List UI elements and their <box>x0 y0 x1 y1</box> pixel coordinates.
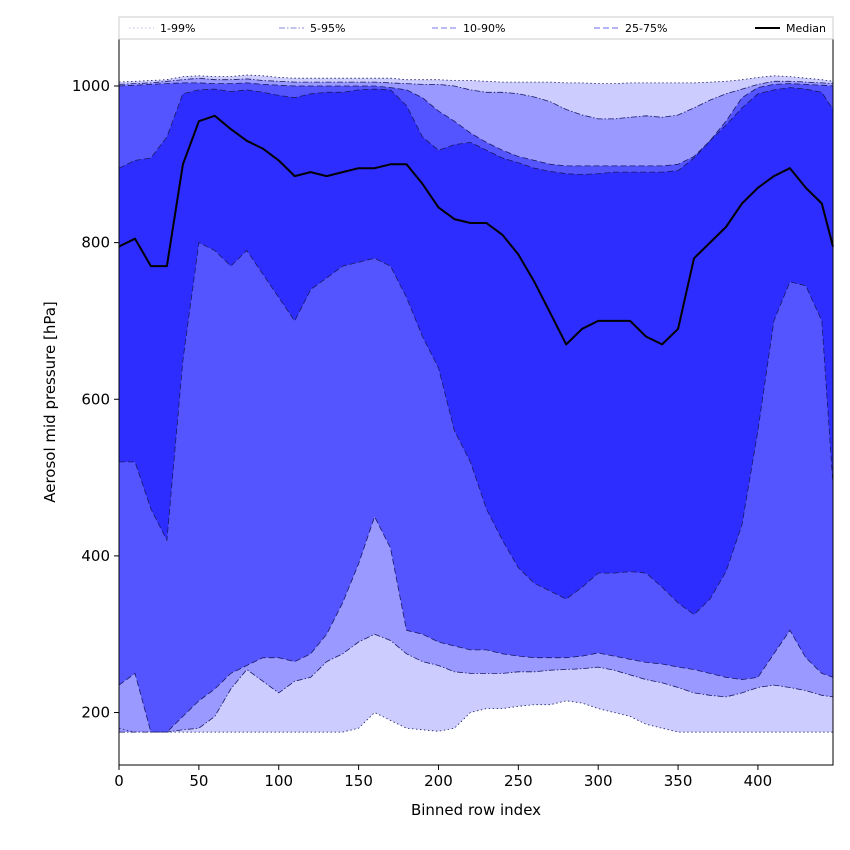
y-tick-label: 600 <box>81 390 110 408</box>
y-tick-label: 1000 <box>72 77 110 95</box>
band-10-90-upper-line <box>118 82 834 167</box>
band-25-75-upper-line <box>118 87 834 175</box>
legend-label: 25-75% <box>625 22 667 35</box>
band-10-90-lower-line <box>118 515 834 733</box>
band-5-95-lower-line <box>119 633 834 733</box>
legend-label: 10-90% <box>463 22 505 35</box>
percentile-bands <box>119 75 833 733</box>
band-1-99-upper-line <box>118 74 834 84</box>
y-tick-label: 200 <box>81 704 110 722</box>
y-tick-label: 400 <box>81 547 110 565</box>
x-tick-label: 100 <box>264 772 293 790</box>
x-axis-label: Binned row index <box>411 801 541 819</box>
x-tick-label: 0 <box>114 772 124 790</box>
x-tick-label: 350 <box>664 772 693 790</box>
legend-label: 5-95% <box>310 22 345 35</box>
x-tick-label: 300 <box>584 772 613 790</box>
median-line <box>118 114 834 346</box>
series-lines <box>118 74 834 733</box>
y-axis-label: Aerosol mid pressure [hPa] <box>41 301 59 503</box>
band-1-99-lower-line <box>118 700 833 733</box>
x-tick-label: 50 <box>189 772 208 790</box>
x-tick-label: 150 <box>344 772 373 790</box>
band-5-95-upper-line <box>118 77 834 120</box>
legend-box <box>118 16 834 40</box>
legend-label: 1-99% <box>160 22 195 35</box>
x-tick-label: 250 <box>504 772 533 790</box>
legend: 1-99% 5-95% 10-90% 25-75% Median <box>118 16 834 40</box>
y-tick-label: 800 <box>81 234 110 252</box>
x-axis: 0 50 100 150 200 250 300 350 400 <box>114 765 772 790</box>
y-axis: 200 400 600 800 1000 <box>72 77 119 722</box>
legend-label: Median <box>786 22 826 35</box>
band-25-75-area <box>119 87 833 615</box>
band-25-75-lower-line <box>119 241 834 616</box>
x-tick-label: 400 <box>744 772 773 790</box>
x-tick-label: 200 <box>424 772 453 790</box>
